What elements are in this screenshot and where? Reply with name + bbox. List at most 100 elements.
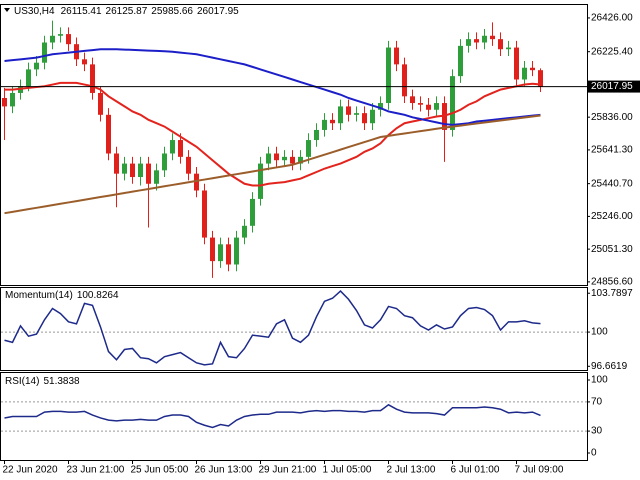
candle-body (410, 96, 415, 104)
y-tick-label: 96.6619 (591, 361, 628, 372)
candle-body (466, 39, 471, 46)
open-value: 26115.41 (61, 6, 102, 17)
chart-header: US30,H4 26115.41 26125.87 25985.66 26017.95 (14, 6, 239, 17)
candle-body (362, 113, 367, 124)
main-panel (0, 4, 588, 286)
candle-body (50, 35, 55, 43)
candle-body (458, 45, 463, 77)
candle-body (282, 156, 287, 161)
candle-body (538, 70, 543, 87)
candle-body (426, 104, 431, 110)
candle-body (66, 34, 71, 45)
candle-body (394, 47, 399, 65)
candle-body (434, 103, 439, 110)
x-tick-label: 26 Jun 13:00 (195, 465, 253, 476)
symbol: US30,H4 (14, 6, 55, 17)
y-tick-label: 25051.30 (591, 244, 633, 255)
y-tick-label: 26225.40 (591, 46, 633, 57)
candle-body (306, 140, 311, 157)
y-tick-label: 25440.70 (591, 178, 633, 189)
candle-body (26, 69, 31, 87)
low-value: 25985.66 (151, 6, 193, 17)
candle-body (58, 34, 63, 36)
candle-body (42, 42, 47, 63)
candle-body (146, 163, 151, 184)
candle-body (218, 244, 223, 262)
x-tick-label: 7 Jul 09:00 (515, 465, 564, 476)
candle-body (186, 156, 191, 174)
y-tick-label: 100 (591, 327, 608, 338)
candle-body (114, 153, 119, 174)
y-tick-label: 70 (591, 397, 603, 408)
rsi-header: RSI(14) 51.3838 (5, 376, 80, 387)
candle-body (514, 47, 519, 80)
candle-body (162, 153, 167, 171)
y-tick-label: 100 (591, 375, 608, 386)
high-value: 26125.87 (106, 6, 148, 17)
candle-body (322, 119, 327, 130)
candle-body (170, 140, 175, 154)
candle-body (130, 163, 135, 178)
candle-body (210, 237, 215, 262)
indicator-name: Momentum(14) (5, 290, 73, 301)
candle-body (82, 59, 87, 65)
candle-body (122, 163, 127, 174)
y-tick-label: 0 (591, 448, 597, 459)
candle-body (530, 67, 535, 71)
x-tick-label: 25 Jun 05:00 (131, 465, 189, 476)
candle-body (346, 106, 351, 115)
candle-body (450, 76, 455, 130)
indicator-name: RSI(14) (5, 376, 39, 387)
x-tick-label: 23 Jun 21:00 (67, 465, 125, 476)
candle-body (250, 198, 255, 226)
candle-body (242, 225, 247, 238)
x-tick-label: 22 Jun 2020 (3, 465, 58, 476)
candle-body (98, 92, 103, 115)
candle-body (378, 103, 383, 110)
y-tick-label: 26426.00 (591, 13, 633, 24)
candle-body (234, 237, 239, 265)
candle-body (154, 170, 159, 184)
candle-body (10, 92, 15, 107)
x-tick-label: 1 Jul 05:00 (323, 465, 372, 476)
candle-body (330, 119, 335, 124)
candle-body (402, 64, 407, 97)
candle-body (506, 47, 511, 50)
momentum-header: Momentum(14) 100.8264 (5, 290, 119, 301)
price-tag-label: 26017.95 (591, 81, 633, 92)
candle-body (338, 106, 343, 124)
candle-body (298, 156, 303, 164)
indicator-line (4, 290, 541, 366)
close-value: 26017.95 (197, 6, 239, 17)
y-tick-label: 24856.60 (591, 277, 633, 288)
candle-body (194, 173, 199, 191)
candle-body (418, 103, 423, 105)
candle-body (202, 190, 207, 238)
candle-body (354, 113, 359, 115)
price-tag (588, 80, 640, 93)
candle-body (226, 244, 231, 265)
candle-body (522, 67, 527, 80)
candle-body (482, 35, 487, 43)
y-tick-label: 30 (591, 426, 603, 437)
indicator-value: 51.3838 (43, 376, 80, 387)
candle-body (474, 39, 479, 43)
candle-body (498, 39, 503, 50)
momentum-panel (0, 287, 588, 371)
candle-body (274, 153, 279, 161)
y-tick-label: 103.7897 (591, 288, 633, 299)
candle-body (290, 156, 295, 164)
candle-body (178, 140, 183, 157)
candle-body (490, 35, 495, 40)
candle-body (138, 163, 143, 178)
menu-arrow (4, 8, 10, 12)
candle-body (386, 47, 391, 104)
indicator-value: 100.8264 (77, 290, 119, 301)
y-tick-label: 25641.30 (591, 145, 633, 156)
x-tick-label: 29 Jun 21:00 (259, 465, 317, 476)
x-tick-label: 6 Jul 01:00 (451, 465, 500, 476)
candle-body (34, 62, 39, 70)
moving-average (4, 48, 541, 126)
